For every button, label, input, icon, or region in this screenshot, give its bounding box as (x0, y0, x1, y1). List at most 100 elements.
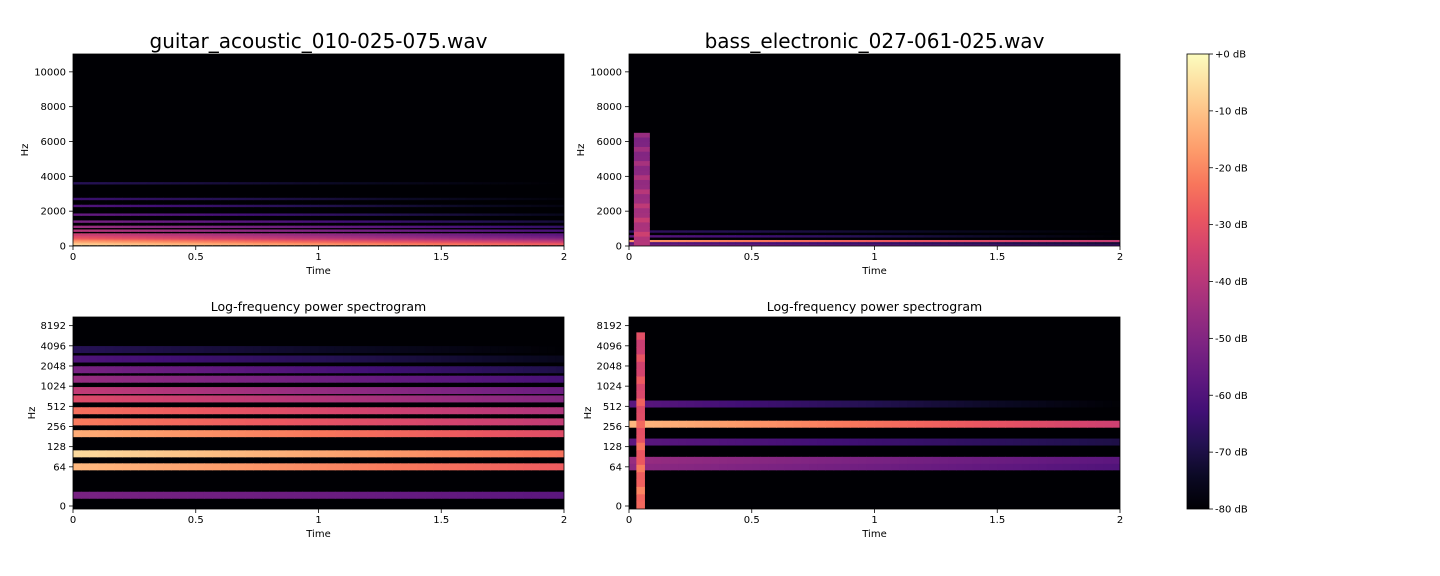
spectrogram-cell (997, 235, 1007, 238)
spectrogram-cell (1103, 239, 1113, 243)
spectrogram-cell (163, 197, 172, 201)
spectrogram-cell (138, 346, 148, 354)
spectrogram-cell (163, 213, 172, 216)
spectrogram-onset-cell (633, 231, 650, 238)
spectrogram-cell (130, 375, 140, 383)
spectrogram-onset-cell (636, 354, 645, 363)
spectrogram-cell (89, 346, 99, 354)
spectrogram-cell (261, 407, 270, 415)
y-tick-label: 128 (603, 442, 622, 453)
spectrogram-cell (661, 242, 671, 245)
spectrogram-cell (498, 235, 508, 238)
spectrogram-cell (105, 463, 115, 471)
spectrogram-cell (326, 387, 336, 395)
spectrogram-cell (73, 225, 82, 229)
spectrogram-cell (498, 213, 508, 216)
spectrogram-cell (138, 450, 148, 458)
spectrogram-cell (490, 355, 500, 363)
y-axis-label: Hz (27, 407, 38, 420)
spectrogram-cell (261, 450, 270, 458)
spectrogram-cell (408, 450, 418, 458)
spectrogram-onset-cell (636, 472, 645, 481)
spectrogram-cell (441, 463, 451, 471)
spectrogram-plot-area (73, 54, 564, 246)
spectrogram-cell (351, 242, 361, 246)
y-tick-label: 8192 (597, 321, 622, 332)
colorbar-tick-label: -20 dB (1215, 163, 1248, 174)
spectrogram-cell (735, 463, 745, 471)
spectrogram-cell (187, 463, 197, 471)
spectrogram-cell (375, 375, 385, 383)
spectrogram-cell (989, 463, 998, 471)
spectrogram-cell (220, 395, 230, 403)
spectrogram-cell (433, 430, 442, 438)
spectrogram-cell (163, 375, 172, 383)
spectrogram-cell (122, 220, 131, 223)
spectrogram-cell (514, 235, 524, 238)
spectrogram-cell (105, 387, 115, 395)
spectrogram-cell (972, 463, 982, 471)
spectrogram-cell (702, 243, 712, 246)
spectrogram-cell (293, 235, 303, 238)
spectrogram-cell (236, 418, 246, 426)
spectrogram-cell (523, 387, 532, 395)
y-tick-label: 8000 (597, 102, 622, 113)
spectrogram-cell (523, 213, 532, 216)
spectrogram-cell (253, 213, 262, 216)
spectrogram-cell (154, 242, 164, 246)
spectrogram-cell (179, 182, 189, 185)
spectrogram-cell (441, 239, 451, 242)
spectrogram-cell (972, 420, 982, 428)
spectrogram-cell (441, 237, 451, 240)
spectrogram-cell (841, 456, 851, 464)
spectrogram-cell (154, 233, 164, 236)
spectrogram-cell (433, 491, 442, 499)
spectrogram-cell (220, 450, 230, 458)
spectrogram-cell (939, 242, 949, 245)
spectrogram-cell (457, 375, 467, 383)
spectrogram-cell (800, 438, 810, 446)
spectrogram-cell (490, 220, 500, 223)
spectrogram-onset-cell (636, 464, 645, 473)
spectrogram-cell (383, 418, 393, 426)
spectrogram-cell (228, 395, 238, 403)
spectrogram-cell (1054, 243, 1064, 246)
spectrogram-cell (449, 418, 459, 426)
spectrogram-cell (179, 463, 189, 471)
spectrogram-cell (293, 225, 303, 229)
x-tick-label: 0 (70, 515, 76, 526)
spectrogram-cell (1054, 438, 1064, 446)
spectrogram-cell (318, 407, 328, 415)
spectrogram-cell (392, 242, 401, 246)
spectrogram-cell (261, 242, 270, 246)
spectrogram-cell (367, 366, 377, 374)
spectrogram-cell (220, 355, 230, 363)
spectrogram-cell (146, 450, 156, 458)
spectrogram-cell (1095, 438, 1105, 446)
spectrogram-cell (195, 395, 205, 403)
spectrogram-cell (73, 239, 82, 242)
spectrogram-cell (416, 366, 426, 374)
spectrogram-cell (531, 395, 541, 403)
spectrogram-cell (735, 242, 745, 245)
spectrogram-cell (171, 366, 180, 374)
spectrogram-cell (776, 420, 786, 428)
spectrogram-cell (253, 240, 262, 244)
colorbar-tick-label: -70 dB (1215, 448, 1248, 459)
y-axis-label: Hz (583, 407, 594, 420)
spectrogram-cell (261, 220, 270, 223)
spectrogram-cell (261, 233, 270, 236)
spectrogram-cell (236, 204, 246, 208)
spectrogram-cell (531, 450, 541, 458)
spectrogram-cell (482, 197, 491, 201)
spectrogram-cell (400, 240, 410, 244)
spectrogram-cell (1021, 420, 1031, 428)
spectrogram-cell (334, 239, 344, 242)
spectrogram-cell (653, 235, 663, 238)
y-axis-label: Hz (576, 144, 587, 157)
spectrogram-cell (833, 230, 843, 233)
spectrogram-cell (547, 204, 557, 208)
spectrogram-cell (105, 182, 115, 185)
spectrogram-cell (113, 395, 123, 403)
spectrogram-cell (383, 346, 393, 354)
